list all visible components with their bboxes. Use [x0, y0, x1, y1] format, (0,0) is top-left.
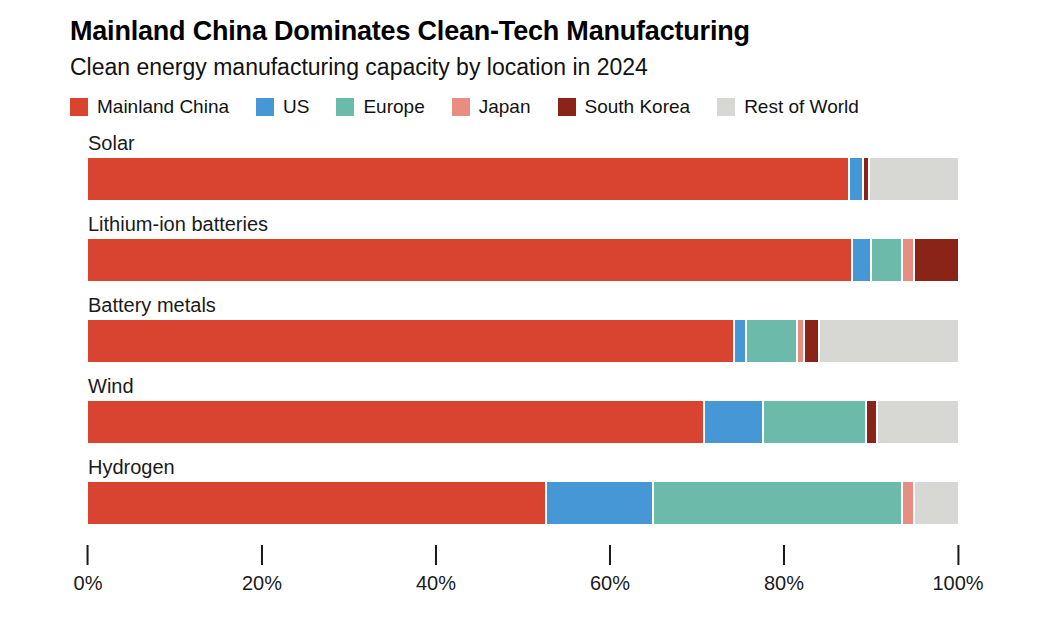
bar-label: Hydrogen — [88, 456, 958, 478]
legend-label: Europe — [363, 96, 424, 118]
bar-segment-south-korea — [864, 158, 868, 200]
bar-track — [88, 482, 958, 524]
bar-segment-us — [850, 158, 861, 200]
bar-segment-mainland-china — [88, 158, 848, 200]
axis-tick-label: 100% — [932, 572, 983, 595]
legend-item-japan: Japan — [452, 96, 531, 118]
bar-segment-south-korea — [805, 320, 819, 362]
bar-track — [88, 158, 958, 200]
clean-tech-chart-page: Mainland China Dominates Clean-Tech Manu… — [0, 0, 1062, 630]
bar-label: Solar — [88, 132, 958, 154]
legend-label: Japan — [479, 96, 531, 118]
bar-segment-us — [705, 401, 763, 443]
chart-subtitle: Clean energy manufacturing capacity by l… — [70, 54, 1062, 81]
bar-segment-mainland-china — [88, 320, 733, 362]
legend-item-europe: Europe — [336, 96, 424, 118]
legend-swatch-icon — [452, 98, 470, 116]
bar-segment-us — [735, 320, 745, 362]
bar-segment-europe — [764, 401, 865, 443]
bar-segment-south-korea — [915, 239, 958, 281]
legend-label: Mainland China — [97, 96, 229, 118]
bar-track — [88, 239, 958, 281]
bar-group-lithium-ion-batteries: Lithium-ion batteries — [88, 213, 958, 281]
axis-tick-40-: 40% — [416, 545, 456, 595]
bar-segment-rest-of-world — [820, 320, 958, 362]
bar-segment-rest-of-world — [870, 158, 958, 200]
bar-track — [88, 401, 958, 443]
bar-segment-japan — [798, 320, 802, 362]
legend: Mainland China US Europe Japan South Korea Re… — [70, 97, 1062, 117]
axis-tick-20-: 20% — [242, 545, 282, 595]
bar-label: Lithium-ion batteries — [88, 213, 958, 235]
tick-mark-icon — [87, 545, 89, 565]
axis-tick-100-: 100% — [932, 545, 983, 595]
legend-swatch-icon — [70, 98, 88, 116]
legend-label: US — [283, 96, 309, 118]
bar-group-wind: Wind — [88, 375, 958, 443]
bar-segment-south-korea — [867, 401, 876, 443]
axis-tick-label: 40% — [416, 572, 456, 595]
bar-segment-japan — [903, 239, 913, 281]
legend-item-rest-of-world: Rest of World — [717, 96, 859, 118]
tick-mark-icon — [783, 545, 785, 565]
tick-mark-icon — [957, 545, 959, 565]
bar-segment-europe — [872, 239, 900, 281]
legend-item-south-korea: South Korea — [558, 96, 691, 118]
axis-tick-label: 20% — [242, 572, 282, 595]
axis-tick-label: 80% — [764, 572, 804, 595]
bar-segment-japan — [903, 482, 913, 524]
legend-swatch-icon — [558, 98, 576, 116]
bar-segment-rest-of-world — [915, 482, 958, 524]
tick-mark-icon — [261, 545, 263, 565]
legend-swatch-icon — [717, 98, 735, 116]
bar-segment-europe — [747, 320, 796, 362]
bar-group-hydrogen: Hydrogen — [88, 456, 958, 524]
axis-tick-80-: 80% — [764, 545, 804, 595]
legend-swatch-icon — [336, 98, 354, 116]
bar-label: Wind — [88, 375, 958, 397]
axis-tick-label: 0% — [74, 572, 103, 595]
bar-segment-us — [853, 239, 870, 281]
bar-group-battery-metals: Battery metals — [88, 294, 958, 362]
legend-item-mainland-china: Mainland China — [70, 96, 229, 118]
bar-segment-mainland-china — [88, 482, 545, 524]
bar-segment-mainland-china — [88, 239, 851, 281]
tick-mark-icon — [435, 545, 437, 565]
bar-segment-rest-of-world — [878, 401, 958, 443]
legend-label: Rest of World — [744, 96, 859, 118]
axis-tick-label: 60% — [590, 572, 630, 595]
bar-segment-us — [547, 482, 652, 524]
legend-swatch-icon — [256, 98, 274, 116]
bar-segment-mainland-china — [88, 401, 703, 443]
legend-label: South Korea — [585, 96, 691, 118]
bar-track — [88, 320, 958, 362]
legend-item-us: US — [256, 96, 309, 118]
x-axis: 0%20%40%60%80%100% — [88, 545, 958, 600]
stacked-bar-chart: Solar Lithium-ion batteries Battery metals… — [88, 132, 958, 524]
bar-label: Battery metals — [88, 294, 958, 316]
bar-segment-europe — [654, 482, 901, 524]
chart-title: Mainland China Dominates Clean-Tech Manu… — [70, 16, 1062, 47]
bar-group-solar: Solar — [88, 132, 958, 200]
axis-tick-60-: 60% — [590, 545, 630, 595]
tick-mark-icon — [609, 545, 611, 565]
axis-tick-0-: 0% — [74, 545, 103, 595]
